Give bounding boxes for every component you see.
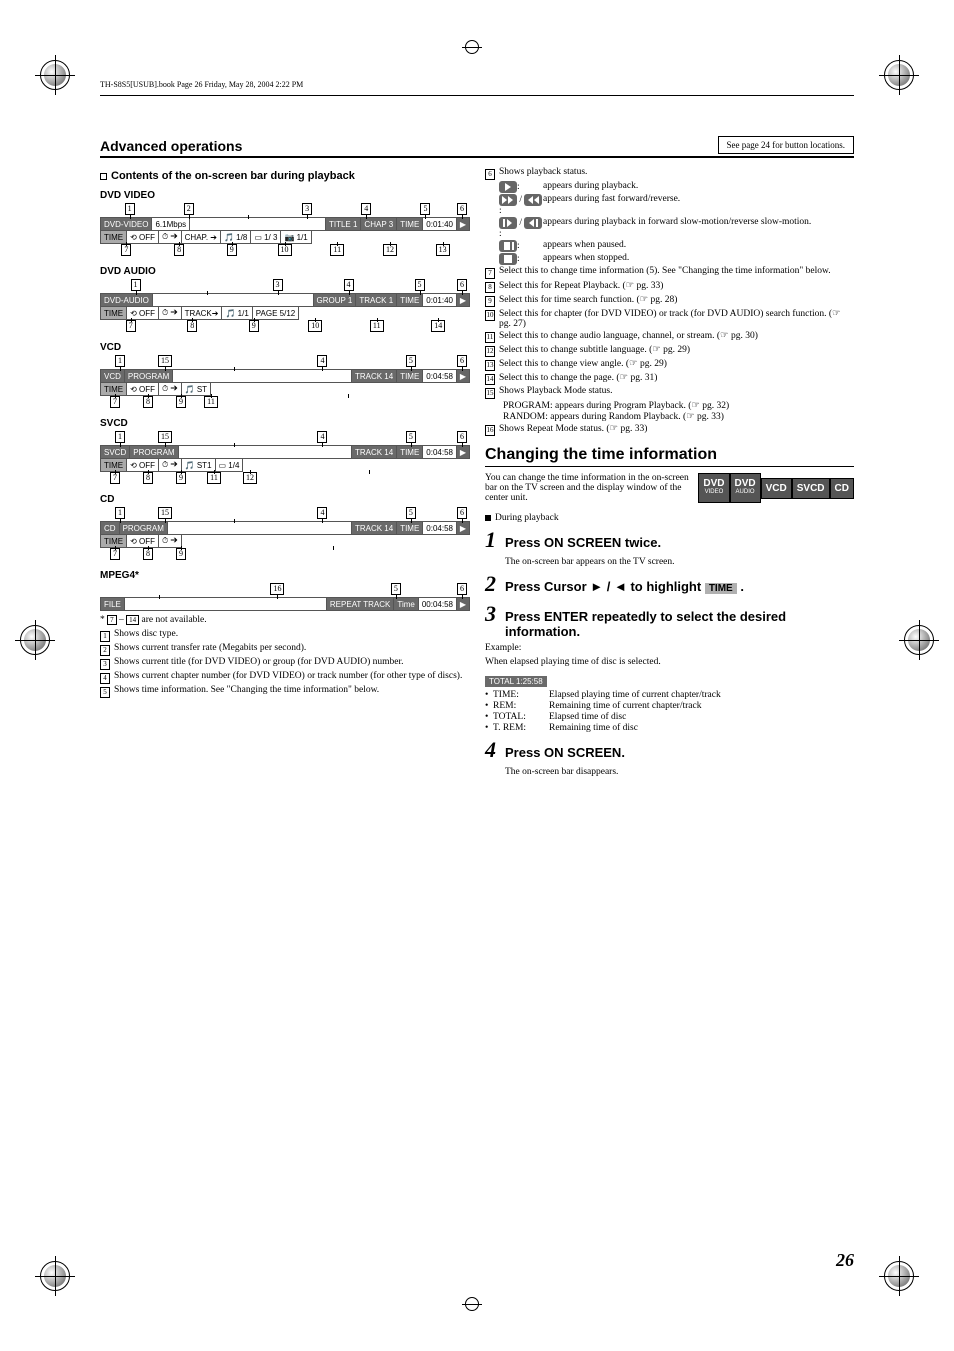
- disc-badges: DVDVIDEODVDAUDIOVCDSVCDCD: [698, 473, 854, 503]
- status-line: :appears when paused.: [499, 240, 854, 252]
- legend-item: 1Shows disc type.: [100, 629, 469, 642]
- registration-mark: [884, 1261, 914, 1291]
- registration-mark: [904, 625, 934, 655]
- legend-item: 14Select this to change the page. (☞ pg.…: [485, 372, 854, 385]
- time-def: •TOTAL:Elapsed time of disc: [485, 712, 854, 722]
- section-title: Advanced operations: [100, 138, 242, 154]
- osd-dvd-video: 1 2 3 4 5 6 DVD-VIDEO 6.1Mbps TITLE 1 CH…: [100, 203, 469, 258]
- legend-sub: RANDOM: appears during Random Playback. …: [485, 411, 854, 422]
- step-4: 4Press ON SCREEN.: [485, 737, 854, 763]
- legend-item: 15Shows Playback Mode status.: [485, 386, 854, 399]
- registration-mark: [884, 60, 914, 90]
- legend-right-rest: 7Select this to change time information …: [485, 266, 854, 436]
- registration-mark: [40, 60, 70, 90]
- status-line: / :appears during playback in forward sl…: [499, 217, 854, 239]
- page-number: 26: [836, 1250, 854, 1271]
- disc-badge: DVDVIDEO: [698, 473, 729, 503]
- pause-icon: [499, 240, 517, 252]
- osd-dvd-audio: 1 3 4 5 6 DVD-AUDIO GROUP 1 TRACK 1 TIME…: [100, 279, 469, 334]
- context-line: During playback: [485, 513, 854, 523]
- osd-svcd: 1 15 4 5 6 SVCD PROGRAM TRACK 14 TIME 0:…: [100, 431, 469, 486]
- legend-sub: PROGRAM: appears during Program Playback…: [485, 400, 854, 411]
- time-def: •REM:Remaining time of current chapter/t…: [485, 701, 854, 711]
- disc-badge: DVDAUDIO: [730, 473, 761, 503]
- step-2: 2Press Cursor ► / ◄ to highlight TIME .: [485, 571, 854, 597]
- legend-left: 1Shows disc type.2Shows current transfer…: [100, 629, 469, 698]
- registration-mark: [20, 625, 50, 655]
- stop-icon: [499, 253, 517, 265]
- legend-item: 2Shows current transfer rate (Megabits p…: [100, 643, 469, 656]
- doc-header-line: TH-S8S5[USUB].book Page 26 Friday, May 2…: [100, 80, 854, 89]
- rw-icon: [524, 194, 542, 206]
- disc-badge: SVCD: [792, 478, 830, 499]
- example-desc: When elapsed playing time of disc is sel…: [485, 657, 854, 667]
- disc-label-svcd: SVCD: [100, 418, 469, 429]
- slowr-icon: [524, 217, 542, 229]
- play-icon: [499, 181, 517, 193]
- subsection-heading: Contents of the on-screen bar during pla…: [100, 170, 469, 182]
- osd-cd: 1 15 4 5 6 CD PROGRAM TRACK 14 TIME 0:04…: [100, 507, 469, 562]
- step-3: 3Press ENTER repeatedly to select the de…: [485, 601, 854, 639]
- osd-vcd: 1 15 4 5 6 VCD PROGRAM TRACK 14 TIME 0:0…: [100, 355, 469, 410]
- legend-item: 13Select this to change view angle. (☞ p…: [485, 358, 854, 371]
- example-label: Example:: [485, 643, 854, 653]
- legend-item: 16Shows Repeat Mode status. (☞ pg. 33): [485, 423, 854, 436]
- legend-item: 4Shows current chapter number (for DVD V…: [100, 671, 469, 684]
- legend-item: 12Select this to change subtitle languag…: [485, 344, 854, 357]
- status-line: / :appears during fast forward/reverse.: [499, 194, 854, 216]
- disc-badge: VCD: [761, 478, 792, 499]
- legend-item: 9Select this for time search function. (…: [485, 294, 854, 307]
- registration-mark: [465, 40, 479, 54]
- legend-item: 8Select this for Repeat Playback. (☞ pg.…: [485, 280, 854, 293]
- registration-mark: [40, 1261, 70, 1291]
- footnote: * 7 – 14 are not available.: [100, 615, 469, 625]
- disc-label-mpeg4: MPEG4*: [100, 570, 469, 581]
- total-box: TOTAL 1:25:58: [485, 676, 547, 687]
- legend-item: 5Shows time information. See "Changing t…: [100, 685, 469, 698]
- legend-item: 10Select this for chapter (for DVD VIDEO…: [485, 308, 854, 329]
- time-definitions: •TIME:Elapsed playing time of current ch…: [485, 690, 854, 733]
- registration-mark: [465, 1297, 479, 1311]
- disc-badge: CD: [830, 478, 854, 499]
- step-1: 1Press ON SCREEN twice.: [485, 527, 854, 553]
- time-def: •T. REM:Remaining time of disc: [485, 723, 854, 733]
- status-line: :appears during playback.: [499, 181, 854, 193]
- legend-item: 11Select this to change audio language, …: [485, 330, 854, 343]
- legend-right: 6Shows playback status.: [485, 167, 854, 180]
- status-line: :appears when stopped.: [499, 253, 854, 265]
- legend-item: 3Shows current title (for DVD VIDEO) or …: [100, 657, 469, 670]
- legend-item: 7Select this to change time information …: [485, 266, 854, 279]
- slowf-icon: [499, 217, 517, 229]
- step-desc: The on-screen bar appears on the TV scre…: [485, 557, 854, 567]
- changing-time-heading: Changing the time information: [485, 446, 854, 464]
- ff-icon: [499, 194, 517, 206]
- osd-mpeg4: 16 5 6 FILE REPEAT TRACK Time 00:04:58 ▶: [100, 583, 469, 611]
- step-desc: The on-screen bar disappears.: [485, 767, 854, 777]
- button-locations-note: See page 24 for button locations.: [718, 136, 854, 154]
- disc-label-dvd-audio: DVD AUDIO: [100, 266, 469, 277]
- time-def: •TIME:Elapsed playing time of current ch…: [485, 690, 854, 700]
- disc-label-vcd: VCD: [100, 342, 469, 353]
- disc-label-cd: CD: [100, 494, 469, 505]
- disc-label-dvd-video: DVD VIDEO: [100, 190, 469, 201]
